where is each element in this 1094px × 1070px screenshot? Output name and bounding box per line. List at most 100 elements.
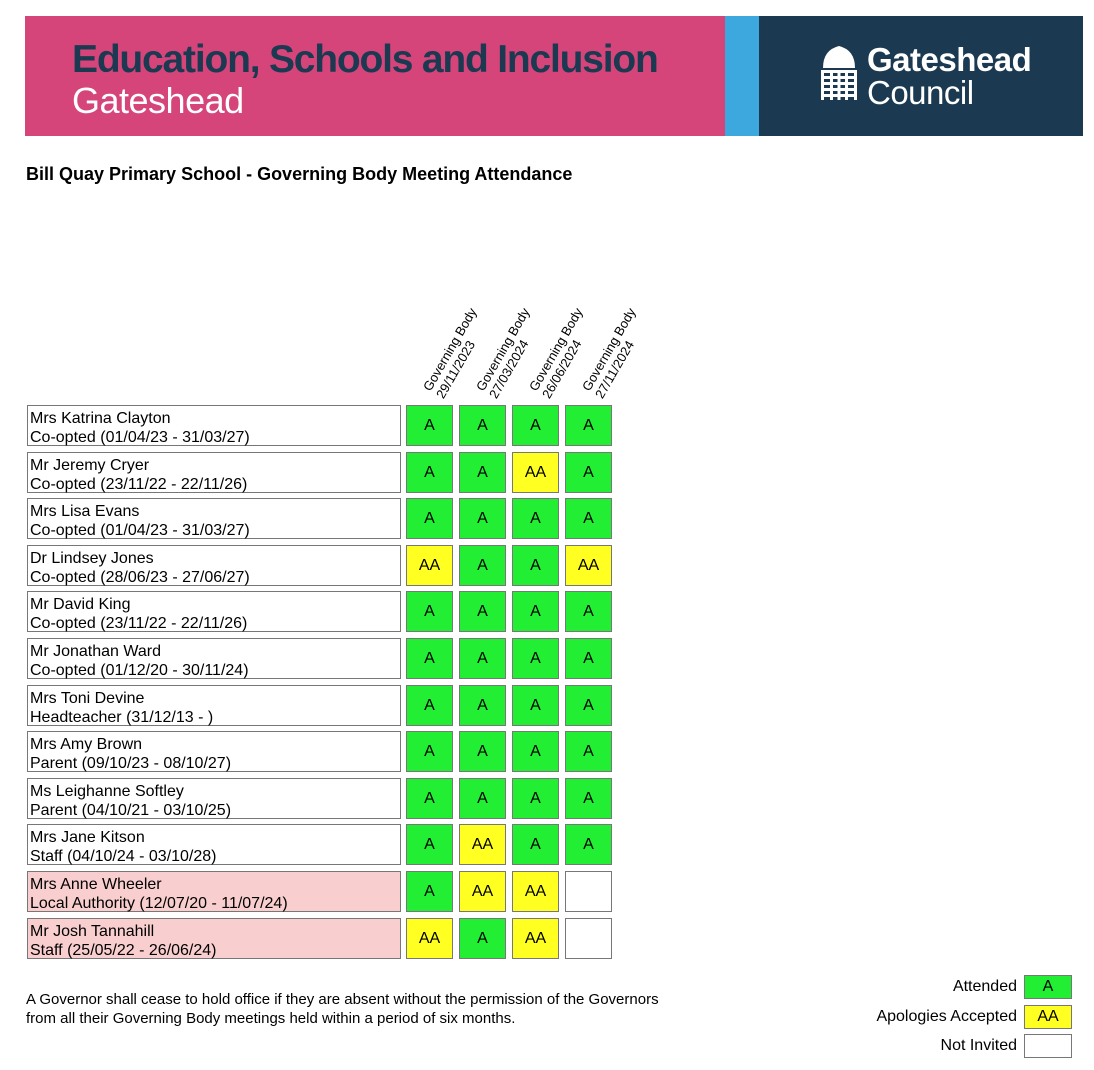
attendance-cell: AA bbox=[512, 918, 559, 959]
governor-role: Co-opted (28/06/23 - 27/06/27) bbox=[30, 569, 250, 586]
attendance-cell: A bbox=[512, 545, 559, 586]
governor-name-cell: Mrs Lisa Evans Co-opted (01/04/23 - 31/03… bbox=[27, 498, 401, 539]
attendance-cell: A bbox=[406, 638, 453, 679]
governor-role: Parent (09/10/23 - 08/10/27) bbox=[30, 755, 232, 772]
legend-swatch: AA bbox=[1024, 1005, 1072, 1029]
governor-name-cell: Mr Jonathan Ward Co-opted (01/12/20 - 30/… bbox=[27, 638, 401, 679]
attendance-cell: A bbox=[565, 778, 612, 819]
attendance-cell: AA bbox=[406, 918, 453, 959]
attendance-cell: AA bbox=[459, 871, 506, 912]
attendance-cell: A bbox=[512, 731, 559, 772]
attendance-cell: A bbox=[512, 778, 559, 819]
note-line: from all their Governing Body meetings h… bbox=[26, 1010, 516, 1027]
attendance-cell: A bbox=[406, 685, 453, 726]
attendance-cell: A bbox=[565, 498, 612, 539]
attendance-cell: A bbox=[512, 685, 559, 726]
attendance-cell: A bbox=[512, 824, 559, 865]
governor-role: Local Authority (12/07/20 - 11/07/24) bbox=[30, 895, 288, 912]
attendance-cell: A bbox=[406, 824, 453, 865]
governor-role: Staff (04/10/24 - 03/10/28) bbox=[30, 848, 217, 865]
governor-role: Parent (04/10/21 - 03/10/25) bbox=[30, 802, 232, 819]
attendance-rule-note: A Governor shall cease to hold office if… bbox=[26, 990, 786, 1028]
attendance-cell: A bbox=[512, 498, 559, 539]
attendance-cell: A bbox=[565, 685, 612, 726]
banner-subtitle: Gateshead bbox=[72, 80, 244, 121]
attendance-cell: A bbox=[406, 498, 453, 539]
governor-name: Mrs Amy Brown bbox=[30, 736, 143, 753]
legend-row: Apologies Accepted AA bbox=[876, 1005, 1072, 1029]
attendance-cell: A bbox=[512, 638, 559, 679]
attendance-cell: A bbox=[406, 871, 453, 912]
banner-pink-panel bbox=[25, 16, 725, 136]
note-line: A Governor shall cease to hold office if… bbox=[26, 991, 659, 1008]
attendance-cell: A bbox=[459, 638, 506, 679]
governor-role: Co-opted (01/04/23 - 31/03/27) bbox=[30, 429, 250, 446]
attendance-cell: A bbox=[459, 452, 506, 493]
attendance-cell: AA bbox=[406, 545, 453, 586]
governor-role: Staff (25/05/22 - 26/06/24) bbox=[30, 942, 217, 959]
legend-row: Attended A bbox=[953, 975, 1072, 999]
attendance-cell bbox=[565, 871, 612, 912]
legend-label: Apologies Accepted bbox=[876, 1008, 1017, 1025]
governor-name: Ms Leighanne Softley bbox=[30, 783, 184, 800]
governor-name: Mrs Katrina Clayton bbox=[30, 410, 171, 427]
legend-row: Not Invited bbox=[941, 1034, 1072, 1058]
governor-name: Mrs Jane Kitson bbox=[30, 829, 145, 846]
page-title: Bill Quay Primary School - Governing Bod… bbox=[26, 164, 573, 184]
attendance-cell: AA bbox=[459, 824, 506, 865]
governor-name-cell: Mrs Amy Brown Parent (09/10/23 - 08/10/27… bbox=[27, 731, 401, 772]
council-name-line2: Council bbox=[867, 74, 974, 111]
attendance-cell: A bbox=[565, 731, 612, 772]
attendance-cell: AA bbox=[512, 871, 559, 912]
attendance-cell: A bbox=[459, 685, 506, 726]
attendance-cell: A bbox=[406, 591, 453, 632]
governor-name: Mrs Lisa Evans bbox=[30, 503, 140, 520]
attendance-cell: A bbox=[459, 498, 506, 539]
attendance-cell: A bbox=[406, 405, 453, 446]
legend-label: Not Invited bbox=[940, 1037, 1017, 1054]
attendance-cell bbox=[565, 918, 612, 959]
attendance-cell: A bbox=[459, 731, 506, 772]
governor-name-cell: Dr Lindsey Jones Co-opted (28/06/23 - 27/… bbox=[27, 545, 401, 586]
banner-navy-panel bbox=[759, 16, 1083, 136]
legend-swatch bbox=[1024, 1034, 1072, 1058]
banner-blue-stripe bbox=[725, 16, 759, 136]
governor-name: Mrs Toni Devine bbox=[30, 690, 145, 707]
attendance-cell: A bbox=[459, 405, 506, 446]
attendance-cell: A bbox=[459, 778, 506, 819]
attendance-cell: A bbox=[565, 591, 612, 632]
governor-name-cell: Mr Jeremy Cryer Co-opted (23/11/22 - 22/1… bbox=[27, 452, 401, 493]
attendance-cell: A bbox=[459, 591, 506, 632]
gateshead-council-logo-icon bbox=[821, 46, 857, 100]
attendance-cell: A bbox=[565, 405, 612, 446]
governor-name: Mr Jonathan Ward bbox=[30, 643, 162, 660]
governor-role: Co-opted (01/04/23 - 31/03/27) bbox=[30, 522, 250, 539]
council-name-line1: Gateshead bbox=[867, 41, 1032, 78]
governor-name: Mrs Anne Wheeler bbox=[30, 876, 162, 893]
attendance-cell: A bbox=[406, 452, 453, 493]
attendance-cell: A bbox=[406, 731, 453, 772]
governor-name-cell: Mrs Anne Wheeler Local Authority (12/07/2… bbox=[27, 871, 401, 912]
attendance-cell: A bbox=[459, 545, 506, 586]
attendance-cell: A bbox=[459, 918, 506, 959]
governor-name-cell: Ms Leighanne Softley Parent (04/10/21 - 0… bbox=[27, 778, 401, 819]
attendance-cell: AA bbox=[512, 452, 559, 493]
governor-name: Mr David King bbox=[30, 596, 131, 613]
legend-label: Attended bbox=[952, 978, 1017, 995]
attendance-cell: A bbox=[565, 638, 612, 679]
attendance-cell: AA bbox=[565, 545, 612, 586]
governor-name-cell: Mrs Jane Kitson Staff (04/10/24 - 03/10/2… bbox=[27, 824, 401, 865]
governor-name-cell: Mrs Katrina Clayton Co-opted (01/04/23 - … bbox=[27, 405, 401, 446]
header-banner: Education, Schools and Inclusion Gateshe… bbox=[25, 16, 1083, 136]
legend-swatch: A bbox=[1024, 975, 1072, 999]
attendance-cell: A bbox=[565, 824, 612, 865]
attendance-cell: A bbox=[565, 452, 612, 493]
governor-role: Co-opted (23/11/22 - 22/11/26) bbox=[30, 476, 248, 493]
banner-title: Education, Schools and Inclusion bbox=[72, 38, 659, 81]
governor-role: Headteacher (31/12/13 - ) bbox=[30, 709, 214, 726]
governor-role: Co-opted (01/12/20 - 30/11/24) bbox=[30, 662, 249, 679]
attendance-cell: A bbox=[406, 778, 453, 819]
governor-name: Mr Josh Tannahill bbox=[30, 923, 155, 940]
attendance-cell: A bbox=[512, 405, 559, 446]
governor-name: Mr Jeremy Cryer bbox=[30, 457, 150, 474]
